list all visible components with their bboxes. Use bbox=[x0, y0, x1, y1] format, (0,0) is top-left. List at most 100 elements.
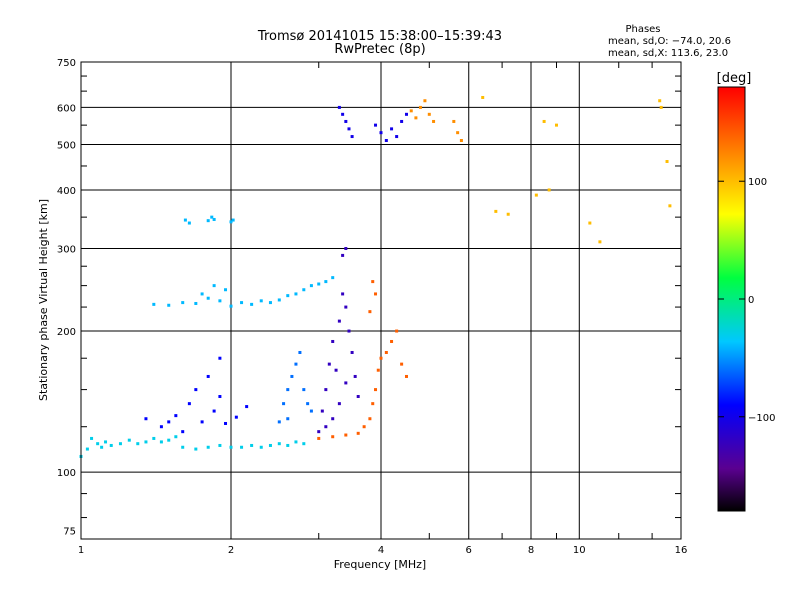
x-tick-label: 16 bbox=[675, 545, 688, 556]
data-point bbox=[409, 109, 413, 113]
x-tick-label: 1 bbox=[78, 545, 84, 556]
plot-frame bbox=[80, 61, 682, 540]
data-point bbox=[302, 288, 306, 292]
x-tick-label: 2 bbox=[228, 545, 234, 556]
data-point bbox=[353, 374, 357, 378]
data-point bbox=[218, 443, 222, 447]
data-point bbox=[384, 139, 388, 143]
data-point bbox=[290, 374, 294, 378]
data-point bbox=[167, 303, 171, 307]
data-point bbox=[229, 220, 233, 224]
data-point bbox=[331, 276, 335, 280]
data-point bbox=[341, 112, 345, 116]
data-point bbox=[181, 430, 185, 434]
colorbar-tick-label: 100 bbox=[748, 177, 767, 188]
data-point bbox=[96, 442, 100, 446]
data-point bbox=[418, 105, 422, 109]
data-point bbox=[136, 442, 140, 446]
data-point bbox=[231, 218, 235, 222]
data-point bbox=[395, 329, 399, 333]
data-point bbox=[250, 443, 254, 447]
chart-subtitle: RwPretec (8p) bbox=[334, 42, 425, 57]
data-point bbox=[309, 409, 313, 413]
data-point bbox=[234, 415, 238, 419]
data-point bbox=[414, 116, 418, 120]
data-point bbox=[350, 135, 354, 139]
data-point bbox=[404, 374, 408, 378]
data-point bbox=[481, 95, 485, 99]
data-point bbox=[286, 417, 290, 421]
phase-info-heading: Phases bbox=[625, 24, 660, 35]
data-point bbox=[374, 123, 378, 127]
data-point bbox=[379, 356, 383, 360]
x-tick-label: 8 bbox=[528, 545, 534, 556]
data-point bbox=[427, 112, 431, 116]
data-point bbox=[659, 105, 663, 109]
data-point bbox=[245, 405, 249, 409]
data-point bbox=[100, 445, 104, 449]
data-point bbox=[200, 292, 204, 296]
data-point bbox=[144, 440, 148, 444]
data-point bbox=[224, 421, 228, 425]
data-point bbox=[144, 417, 148, 421]
data-point bbox=[294, 292, 298, 296]
data-point bbox=[206, 296, 210, 300]
data-point bbox=[85, 447, 89, 451]
x-tick-label: 6 bbox=[466, 545, 472, 556]
data-point bbox=[306, 402, 310, 406]
data-point bbox=[206, 374, 210, 378]
data-point bbox=[210, 215, 214, 219]
data-point bbox=[200, 420, 204, 424]
data-point bbox=[331, 339, 335, 343]
data-point bbox=[327, 362, 331, 366]
data-point bbox=[229, 445, 233, 449]
data-point bbox=[212, 409, 216, 413]
data-point bbox=[341, 253, 345, 257]
data-point bbox=[187, 221, 191, 225]
data-point bbox=[341, 292, 345, 296]
data-point bbox=[259, 299, 263, 303]
y-tick-label: 400 bbox=[57, 186, 76, 197]
data-point bbox=[298, 350, 302, 354]
data-point bbox=[277, 442, 281, 446]
data-point bbox=[334, 368, 338, 372]
data-point bbox=[286, 443, 290, 447]
data-point bbox=[268, 443, 272, 447]
data-point bbox=[324, 425, 328, 429]
data-point bbox=[181, 445, 185, 449]
data-point bbox=[368, 310, 372, 314]
data-point bbox=[167, 438, 171, 442]
x-axis-label: Frequency [MHz] bbox=[334, 558, 426, 571]
data-point bbox=[432, 119, 436, 123]
data-point bbox=[356, 431, 360, 435]
data-point bbox=[456, 131, 460, 135]
data-point bbox=[218, 356, 222, 360]
data-point bbox=[317, 436, 321, 440]
data-point bbox=[324, 388, 328, 392]
data-point bbox=[371, 402, 375, 406]
data-point bbox=[317, 430, 321, 434]
data-point bbox=[374, 388, 378, 392]
data-point bbox=[400, 119, 404, 123]
data-point bbox=[542, 119, 546, 123]
data-point bbox=[181, 301, 185, 305]
data-point bbox=[423, 99, 427, 103]
data-point bbox=[286, 294, 290, 298]
data-point bbox=[194, 301, 198, 305]
data-point bbox=[174, 414, 178, 418]
y-tick-label: 75 bbox=[63, 527, 76, 538]
data-point bbox=[384, 350, 388, 354]
data-point bbox=[277, 420, 281, 424]
y-tick-label: 200 bbox=[57, 327, 76, 338]
data-point bbox=[344, 381, 348, 385]
data-point bbox=[337, 105, 341, 109]
data-point bbox=[344, 433, 348, 437]
data-point bbox=[187, 402, 191, 406]
data-point bbox=[218, 299, 222, 303]
data-point bbox=[206, 219, 210, 223]
data-point bbox=[194, 388, 198, 392]
data-point bbox=[452, 119, 456, 123]
data-point bbox=[282, 402, 286, 406]
data-point bbox=[118, 442, 122, 446]
data-point bbox=[506, 212, 510, 216]
